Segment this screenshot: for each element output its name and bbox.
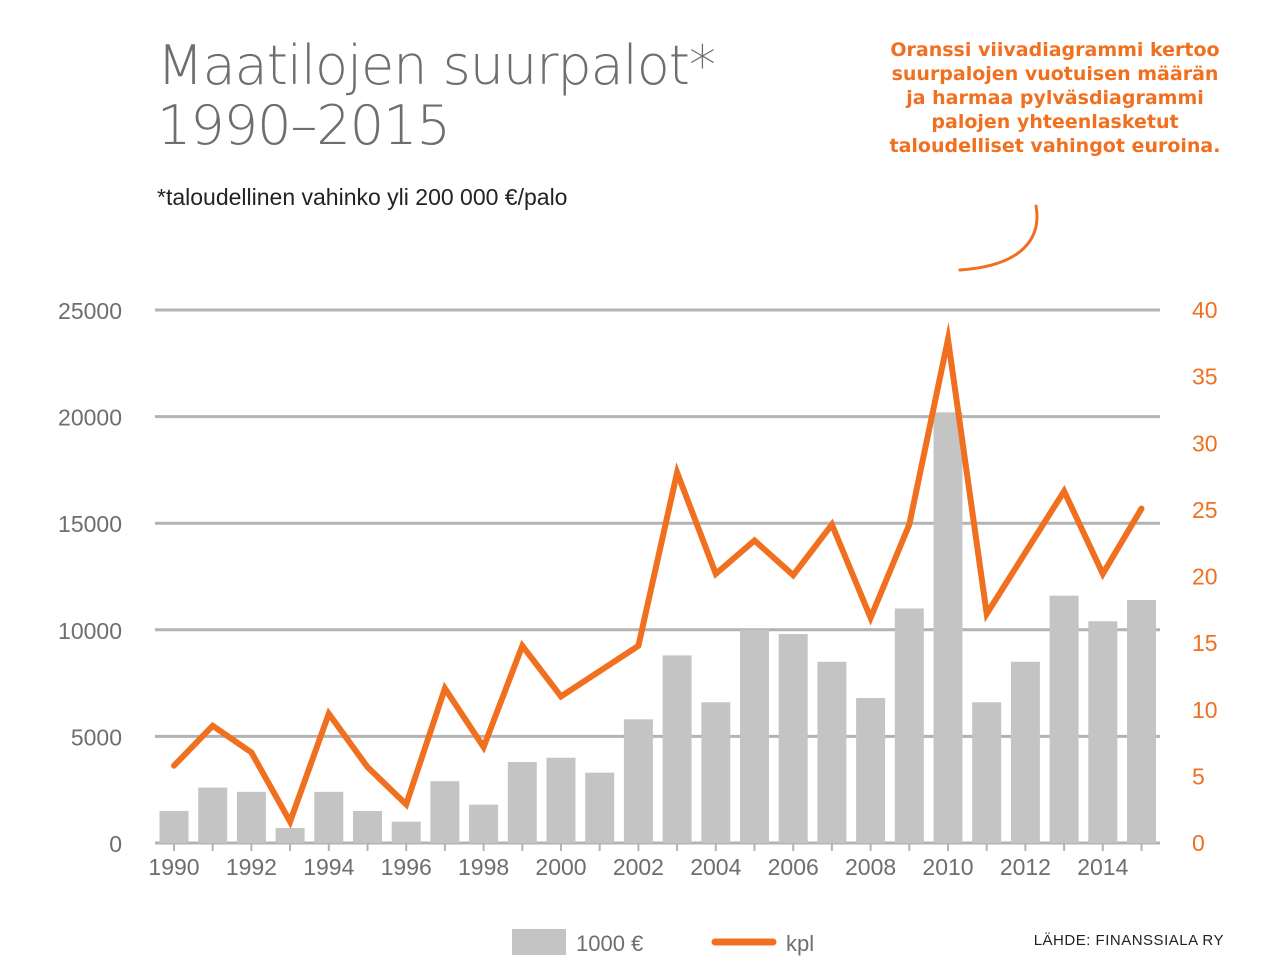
y-right-tick-label: 20 <box>1192 564 1218 590</box>
bar <box>1010 661 1040 843</box>
bar <box>236 791 266 843</box>
chart-title: Maatilojen suurpalot* 1990–2015 <box>157 34 716 157</box>
bar-series <box>159 412 1156 843</box>
legend: 1000 € kpl <box>512 929 814 956</box>
bar <box>198 787 228 843</box>
bar <box>701 702 731 843</box>
legend-label-line: kpl <box>786 931 814 956</box>
source-note: LÄHDE: FINANSSIALA RY <box>1033 932 1224 949</box>
bar <box>972 702 1002 843</box>
bar <box>353 811 382 843</box>
x-tick-label: 2012 <box>1000 854 1051 880</box>
x-tick-label: 2000 <box>535 854 586 880</box>
callout-pointer <box>958 204 1039 272</box>
line-path <box>171 321 1145 829</box>
bar <box>391 821 421 843</box>
y-right-tick-label: 10 <box>1192 697 1218 723</box>
bar <box>275 828 305 843</box>
bar <box>507 761 537 843</box>
bar <box>1127 599 1156 843</box>
x-tick-label: 1998 <box>458 854 509 880</box>
y-left-tick-label: 5000 <box>71 724 122 750</box>
title-line-2: 1990–2015 <box>157 94 451 157</box>
y-right-tick-label: 25 <box>1192 497 1218 523</box>
y-right-tick-label: 35 <box>1192 364 1218 390</box>
y-right-tick-label: 0 <box>1192 830 1205 856</box>
bar <box>1088 621 1118 843</box>
x-tick-label: 1996 <box>381 854 432 880</box>
y-left-tick-label: 25000 <box>58 298 122 324</box>
x-tick-label: 1992 <box>226 854 277 880</box>
bar <box>623 719 653 843</box>
y-left-tick-label: 0 <box>109 831 122 857</box>
chart-subtitle: *taloudellinen vahinko yli 200 000 €/pal… <box>157 184 568 210</box>
callout-annotation: Oranssi viivadiagrammi kertoo suurpaloje… <box>889 39 1221 157</box>
x-tick-label: 2002 <box>613 854 664 880</box>
bar <box>817 661 847 843</box>
x-tick-label: 1994 <box>303 854 354 880</box>
y-right-tick-label: 5 <box>1192 763 1205 789</box>
x-tick-label: 1990 <box>148 854 199 880</box>
y-left-tick-label: 20000 <box>58 405 122 431</box>
x-tick-label: 2006 <box>768 854 819 880</box>
bar <box>546 757 576 843</box>
bar <box>662 655 692 843</box>
y-right-tick-label: 40 <box>1192 297 1218 323</box>
bar <box>430 781 460 843</box>
x-tick-label: 2014 <box>1077 854 1128 880</box>
left-y-axis: 0 5000 10000 15000 20000 25000 <box>58 298 122 857</box>
title-line-1: Maatilojen suurpalot* <box>157 34 716 97</box>
bar <box>856 698 886 843</box>
bar <box>1049 595 1079 843</box>
y-left-tick-label: 10000 <box>58 618 122 644</box>
y-left-tick-label: 15000 <box>58 511 122 537</box>
legend-swatch-bar <box>512 929 566 955</box>
y-right-tick-label: 15 <box>1192 630 1218 656</box>
x-tick-label: 2010 <box>922 854 973 880</box>
bar <box>469 804 499 843</box>
y-right-tick-label: 30 <box>1192 430 1218 456</box>
bar <box>159 811 189 843</box>
x-tick-label: 2004 <box>690 854 741 880</box>
bar <box>740 629 769 843</box>
bar <box>314 791 344 843</box>
bar <box>894 608 924 843</box>
bar <box>585 772 615 843</box>
bar <box>778 634 808 843</box>
x-tick-label: 2008 <box>845 854 896 880</box>
bar <box>933 412 963 843</box>
x-axis: 1990 1992 1994 1996 1998 2000 2002 2004 2006 2008… <box>148 843 1143 880</box>
line-series <box>171 321 1145 829</box>
right-y-axis: 0 5 10 15 20 25 30 35 40 <box>1192 297 1218 856</box>
legend-label-bar: 1000 € <box>576 931 643 956</box>
